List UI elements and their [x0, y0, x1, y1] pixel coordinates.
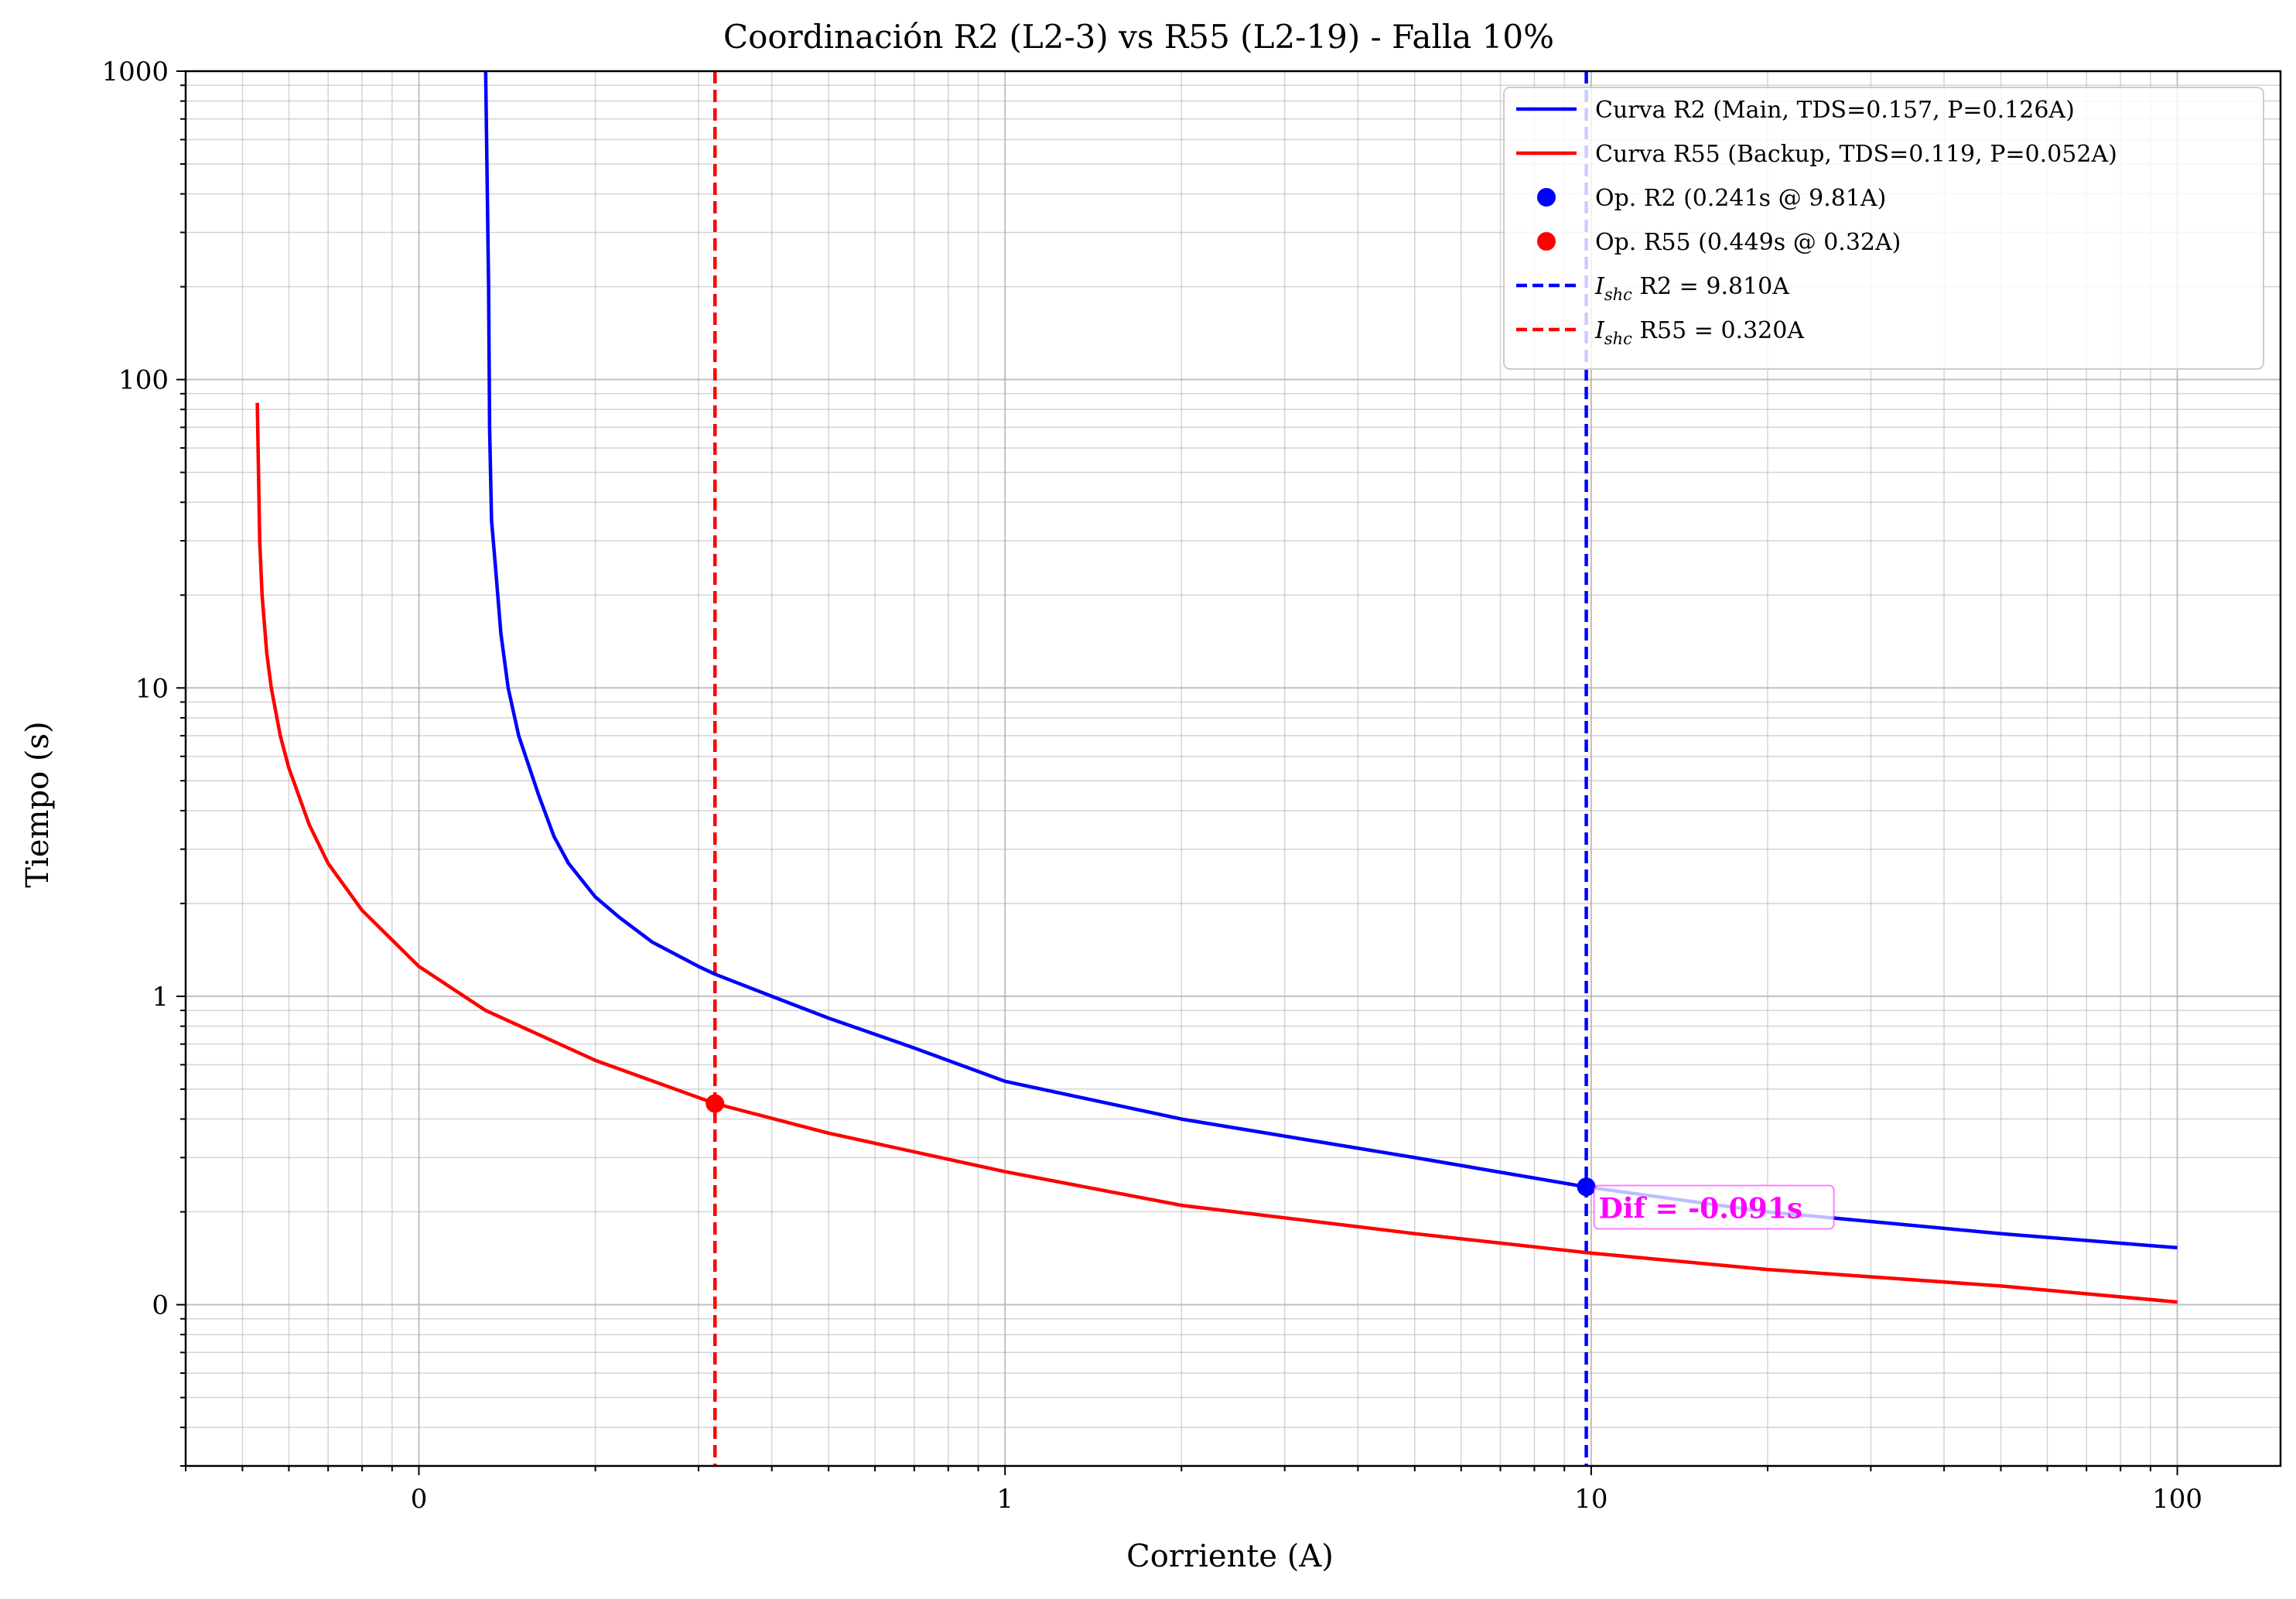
operating-point	[706, 1094, 725, 1113]
legend-dot-swatch	[1537, 188, 1556, 207]
annotation-box	[1593, 1184, 1835, 1230]
series-line	[483, 71, 2178, 1250]
legend-entry-label: Op. R55 (0.449s @ 0.32A)	[1595, 229, 1901, 256]
y-axis-label: Tiempo (s)	[20, 721, 56, 887]
x-tick-label: 0	[411, 1484, 428, 1515]
legend-entry-label: Curva R2 (Main, TDS=0.157, P=0.126A)	[1595, 97, 2075, 124]
y-tick-label: 10	[135, 673, 169, 704]
legend-entry-label: Ishc R2 = 9.810A	[1594, 273, 1789, 304]
series-lines	[255, 71, 2178, 1304]
x-axis-label: Corriente (A)	[1126, 1539, 1334, 1574]
annotation-text: Dif = -0.091s	[1599, 1193, 1803, 1225]
legend-dot-swatch	[1537, 232, 1556, 251]
legend-box	[1503, 87, 2264, 370]
plot-frame	[184, 70, 2282, 1467]
operating-point	[1577, 1177, 1596, 1197]
y-tick-label: 1000	[101, 56, 169, 87]
x-tick-label: 100	[2152, 1484, 2202, 1515]
legend: Curva R2 (Main, TDS=0.157, P=0.126A) Curv…	[1503, 87, 2264, 370]
y-tick-label: 100	[118, 365, 169, 396]
legend-entry-label: Curva R55 (Backup, TDS=0.119, P=0.052A)	[1595, 141, 2117, 168]
x-tick-label: 1	[996, 1484, 1013, 1515]
operating-points	[706, 1094, 1596, 1197]
series-line	[255, 402, 2178, 1304]
legend-entry-label: Ishc R55 = 0.320A	[1594, 317, 1804, 348]
x-tick-label: 10	[1574, 1484, 1608, 1515]
annotation: Dif = -0.091s	[1593, 1184, 1835, 1230]
legend-entry-label: Op. R2 (0.241s @ 9.81A)	[1595, 185, 1886, 212]
chart-title: Coordinación R2 (L2-3) vs R55 (L2-19) - …	[723, 18, 1554, 56]
y-tick-label: 0	[152, 1290, 169, 1321]
y-tick-label: 1	[152, 982, 169, 1013]
